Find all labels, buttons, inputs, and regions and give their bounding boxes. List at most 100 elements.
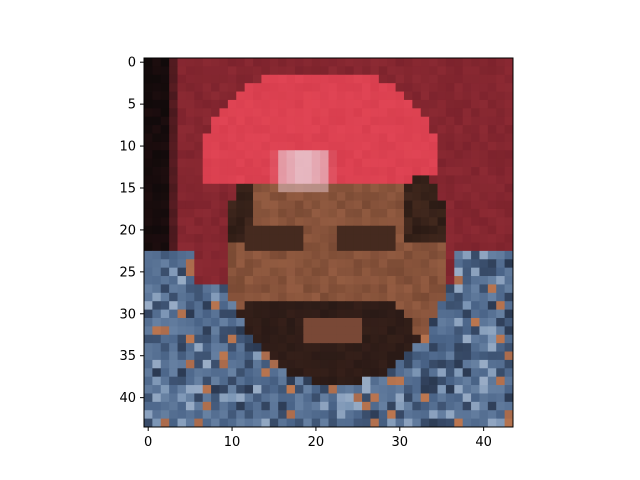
- image-pixel: [504, 401, 514, 411]
- image-pixel: [336, 225, 346, 235]
- image-pixel: [244, 200, 254, 210]
- image-pixel: [219, 74, 229, 84]
- image-pixel: [420, 326, 430, 336]
- image-pixel: [362, 292, 371, 302]
- image-pixel: [320, 250, 329, 260]
- image-pixel: [144, 141, 153, 151]
- image-pixel: [236, 192, 246, 201]
- image-pixel: [269, 99, 279, 109]
- image-pixel: [227, 66, 237, 76]
- image-pixel: [479, 58, 489, 67]
- image-pixel: [253, 58, 262, 67]
- image-pixel: [378, 91, 388, 101]
- image-pixel: [504, 309, 514, 319]
- image-pixel: [194, 334, 204, 344]
- image-pixel: [471, 108, 480, 118]
- image-pixel: [236, 108, 246, 118]
- image-pixel: [353, 108, 363, 118]
- image-pixel: [144, 401, 153, 411]
- image-pixel: [471, 234, 480, 243]
- image-pixel: [462, 359, 472, 369]
- image-pixel: [420, 385, 430, 394]
- image-pixel: [462, 225, 472, 235]
- image-pixel: [353, 133, 363, 143]
- image-pixel: [261, 368, 271, 378]
- image-pixel: [345, 175, 355, 185]
- image-pixel: [471, 410, 480, 420]
- image-pixel: [219, 309, 229, 319]
- x-tick-label: 20: [308, 435, 325, 450]
- image-pixel: [462, 418, 472, 428]
- image-pixel: [278, 108, 287, 118]
- image-pixel: [227, 343, 237, 352]
- image-pixel: [429, 208, 438, 218]
- image-pixel: [479, 242, 489, 252]
- image-pixel: [462, 141, 472, 151]
- image-pixel: [420, 368, 430, 378]
- image-pixel: [169, 99, 178, 109]
- image-pixel: [194, 410, 204, 420]
- image-pixel: [496, 418, 506, 428]
- x-tick-label: 30: [392, 435, 409, 450]
- image-pixel: [152, 99, 162, 109]
- image-pixel: [454, 83, 464, 92]
- image-pixel: [437, 401, 447, 411]
- image-pixel: [445, 158, 455, 168]
- image-pixel: [152, 183, 162, 193]
- image-pixel: [437, 175, 447, 185]
- image-pixel: [412, 368, 422, 378]
- image-pixel: [328, 418, 338, 428]
- image-pixel: [403, 242, 413, 252]
- image-pixel: [152, 133, 162, 143]
- image-pixel: [504, 393, 514, 403]
- y-tick-label: 20: [119, 223, 136, 238]
- image-pixel: [286, 125, 296, 134]
- image-pixel: [403, 267, 413, 277]
- image-pixel: [152, 267, 162, 277]
- image-pixel: [286, 250, 296, 260]
- image-pixel: [294, 183, 304, 193]
- image-pixel: [177, 359, 187, 369]
- image-pixel: [345, 158, 355, 168]
- image-pixel: [236, 208, 246, 218]
- image-pixel: [345, 334, 355, 344]
- image-pixel: [278, 393, 287, 403]
- image-pixel: [278, 133, 287, 143]
- image-pixel: [311, 410, 321, 420]
- image-pixel: [362, 267, 371, 277]
- image-pixel: [152, 234, 162, 243]
- image-pixel: [471, 150, 480, 160]
- image-pixel: [244, 250, 254, 260]
- image-pixel: [412, 116, 422, 126]
- image-pixel: [320, 192, 329, 201]
- image-pixel: [219, 359, 229, 369]
- image-pixel: [227, 175, 237, 185]
- image-pixel: [378, 83, 388, 92]
- image-pixel: [420, 66, 430, 76]
- image-pixel: [227, 317, 237, 327]
- image-pixel: [303, 217, 313, 227]
- image-pixel: [378, 175, 388, 185]
- image-pixel: [294, 359, 304, 369]
- image-pixel: [496, 108, 506, 118]
- image-pixel: [370, 326, 380, 336]
- image-pixel: [194, 267, 204, 277]
- image-pixel: [261, 359, 271, 369]
- image-pixel: [395, 359, 405, 369]
- image-pixel: [269, 301, 279, 310]
- image-pixel: [471, 309, 480, 319]
- image-pixel: [261, 83, 271, 92]
- image-pixel: [261, 58, 271, 67]
- image-pixel: [219, 225, 229, 235]
- image-pixel: [211, 116, 220, 126]
- image-pixel: [211, 267, 220, 277]
- image-pixel: [387, 317, 396, 327]
- image-pixel: [328, 99, 338, 109]
- image-pixel: [336, 91, 346, 101]
- image-pixel: [244, 66, 254, 76]
- image-pixel: [403, 74, 413, 84]
- image-pixel: [202, 208, 212, 218]
- image-pixel: [211, 200, 220, 210]
- image-pixel: [169, 116, 178, 126]
- image-pixel: [353, 267, 363, 277]
